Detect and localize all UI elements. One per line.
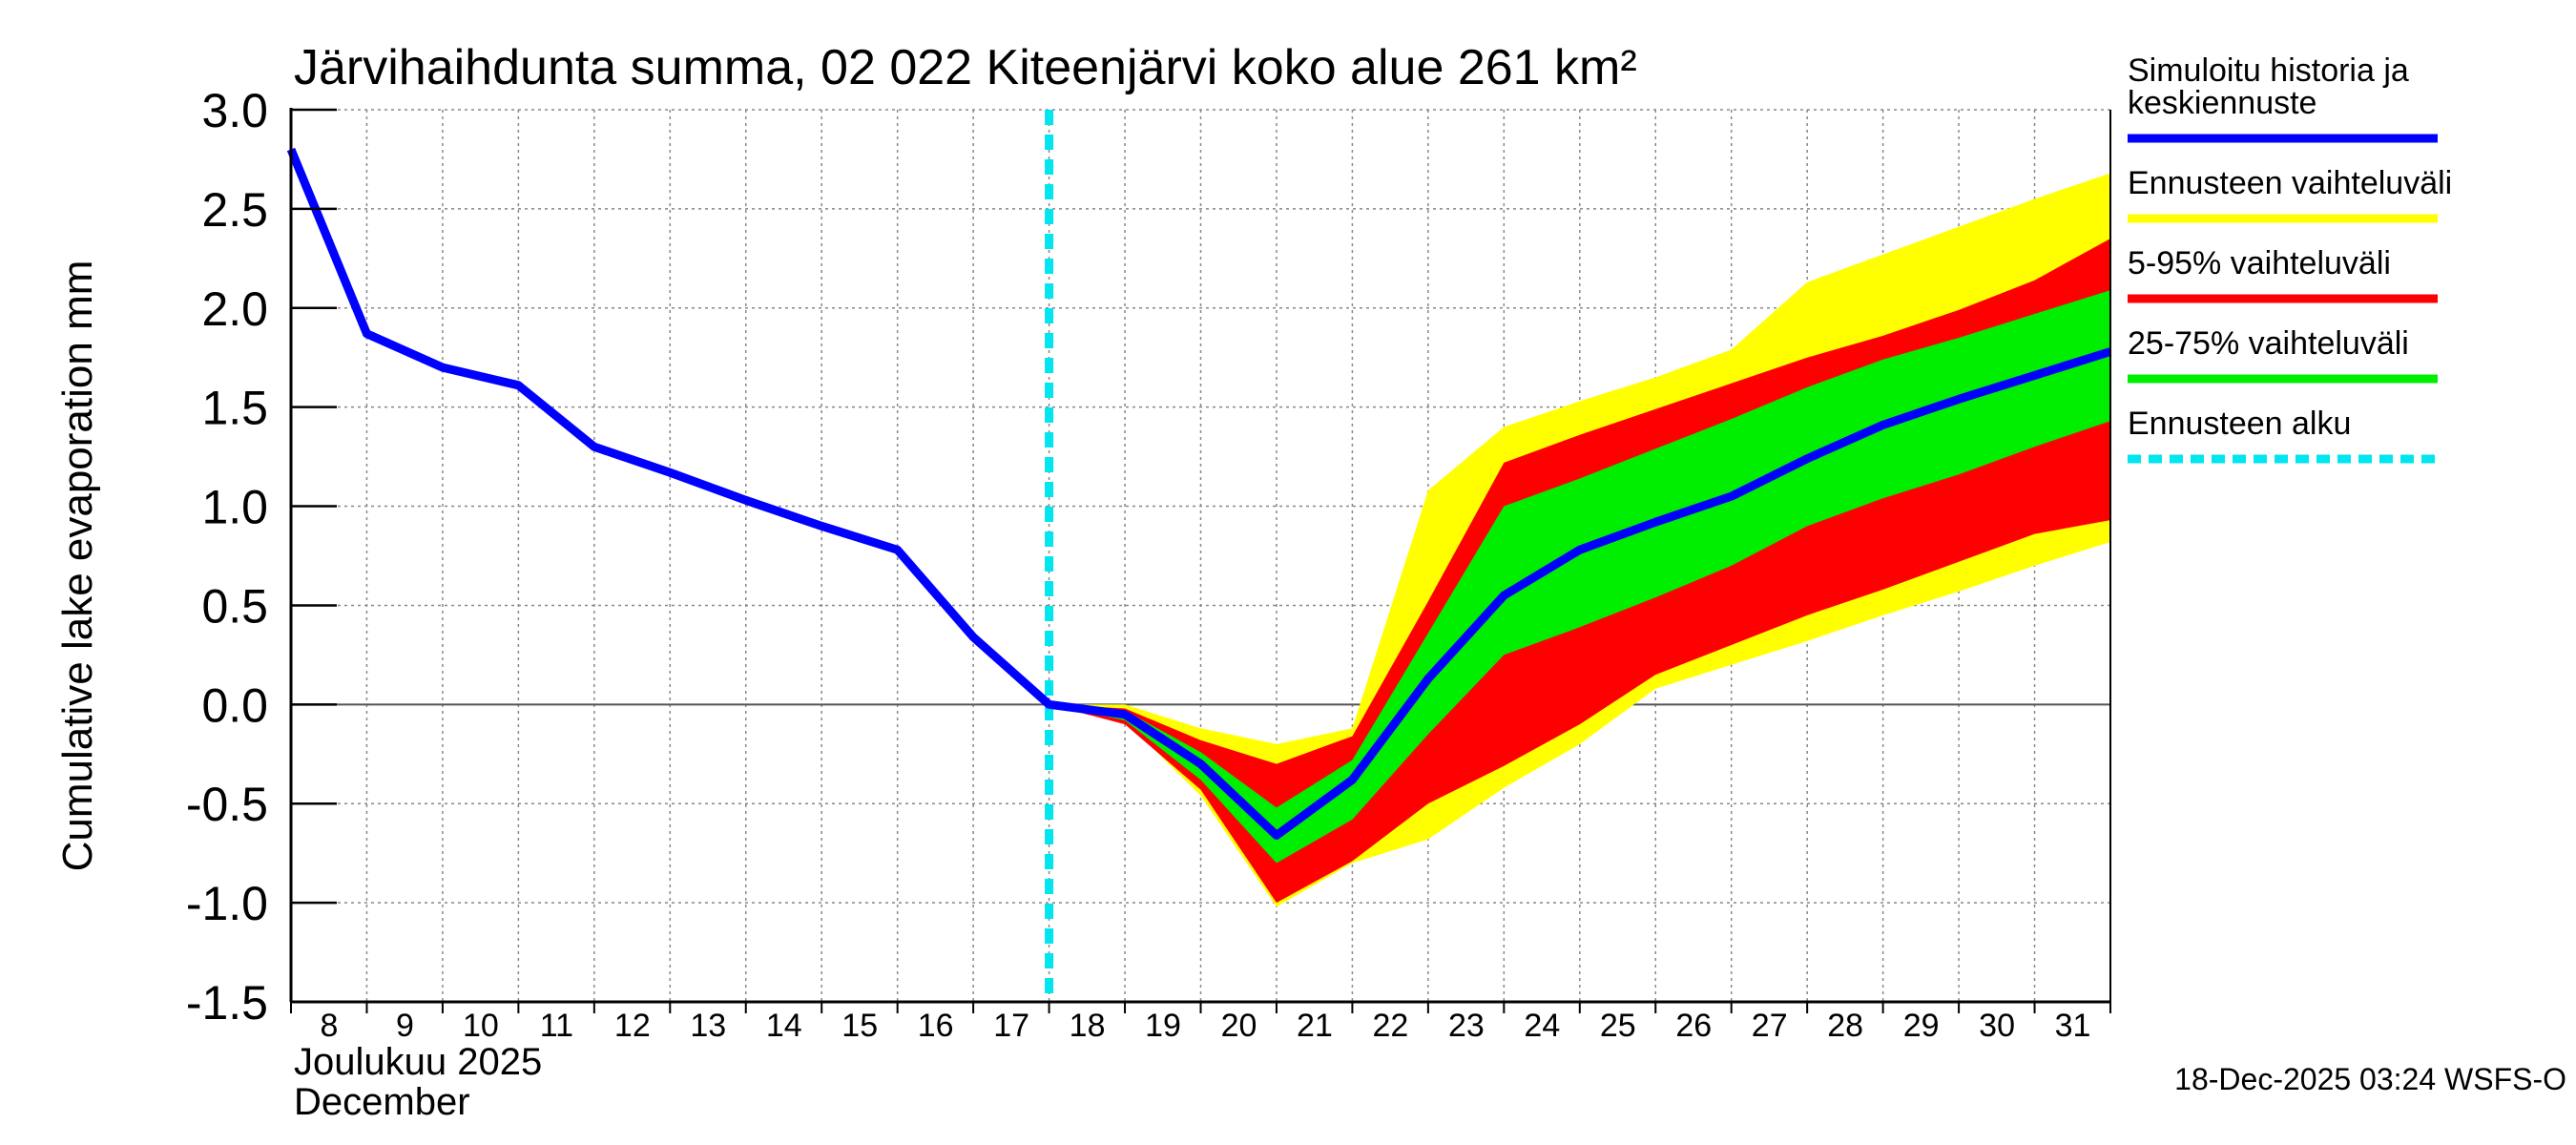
axes: 3.0 2.5 2.0 1.5 1.0 0.5 0.0 -0.5 -1.0 -1.5 8 9 10 11 1…: [186, 84, 2111, 1044]
x-tick-label: 14: [766, 1008, 802, 1044]
y-axis-label: Cumulative lake evaporation mm: [54, 260, 101, 872]
month-label-fi: Joulukuu 2025: [294, 1041, 542, 1083]
x-tick-label: 21: [1297, 1008, 1333, 1044]
x-tick-label: 17: [993, 1008, 1029, 1044]
history-median-line: [286, 147, 2112, 840]
legend-label: 25-75% vaihteluväli: [2128, 325, 2409, 362]
chart-title: Järvihaihdunta summa, 02 022 Kiteenjärvi…: [294, 40, 1637, 95]
y-tick-label: 0.0: [201, 678, 268, 732]
y-tick-label: -0.5: [186, 778, 268, 831]
legend-label: Ennusteen alku: [2128, 406, 2351, 442]
x-tick-label: 8: [321, 1008, 339, 1044]
timestamp-footer: 18-Dec-2025 03:24 WSFS-O: [2174, 1062, 2566, 1096]
forecast-bands: [1049, 173, 2110, 907]
x-tick-label: 20: [1221, 1008, 1257, 1044]
x-tick-label: 12: [614, 1008, 651, 1044]
x-tick-label: 18: [1070, 1008, 1106, 1044]
legend-label: 5-95% vaihteluväli: [2128, 245, 2391, 281]
x-tick-label: 22: [1373, 1008, 1409, 1044]
x-tick-label: 31: [2055, 1008, 2091, 1044]
series-lines: [286, 110, 2112, 1002]
x-tick-label: 11: [540, 1008, 573, 1044]
x-tick-label: 15: [841, 1008, 878, 1044]
month-label-en: December: [294, 1081, 470, 1123]
y-tick-label: 3.0: [201, 84, 268, 137]
legend-label: Ennusteen vaihteluväli: [2128, 165, 2452, 201]
band-25-75: [1049, 290, 2110, 864]
x-tick-label: 26: [1675, 1008, 1712, 1044]
x-tick-label: 25: [1600, 1008, 1636, 1044]
y-tick-label: -1.5: [186, 976, 268, 1030]
y-tick-label: 1.0: [201, 481, 268, 534]
y-tick-label: 2.5: [201, 183, 268, 237]
x-tick-label: 13: [690, 1008, 726, 1044]
x-tick-label: 29: [1903, 1008, 1940, 1044]
y-tick-label: 2.0: [201, 282, 268, 336]
y-tick-label: 1.5: [201, 382, 268, 435]
y-tick-label: 0.5: [201, 579, 268, 633]
y-tick-label: -1.0: [186, 877, 268, 930]
x-tick-label: 28: [1827, 1008, 1863, 1044]
x-tick-label: 24: [1524, 1008, 1560, 1044]
legend-label: Simuloitu historia ja: [2128, 52, 2409, 89]
x-tick-label: 27: [1752, 1008, 1788, 1044]
x-tick-label: 16: [918, 1008, 954, 1044]
x-tick-label: 30: [1979, 1008, 2015, 1044]
x-tick-label: 23: [1448, 1008, 1485, 1044]
x-tick-label: 19: [1145, 1008, 1181, 1044]
x-tick-label: 10: [463, 1008, 499, 1044]
legend-label: keskiennuste: [2128, 85, 2316, 121]
x-tick-label: 9: [396, 1008, 414, 1044]
